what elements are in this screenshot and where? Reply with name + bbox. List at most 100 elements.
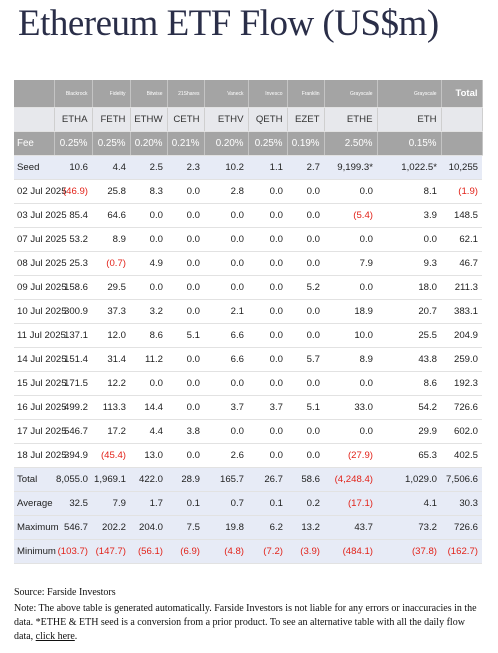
flow-cell: 11.2 [130, 347, 167, 372]
flow-cell: 192.3 [441, 371, 482, 396]
corner-cell [14, 107, 55, 132]
flow-cell: 13.0 [130, 443, 167, 468]
row-label: 10 Jul 2025 [14, 299, 67, 324]
flow-cell: 0.0 [248, 443, 287, 468]
data-row: 10 Jul 2025 300.9 37.3 3.2 0.0 2.1 0.0 0.0 18.9 2… [14, 299, 482, 324]
flow-cell: 0.0 [204, 371, 248, 396]
provider-cell: Grayscale [377, 80, 442, 108]
flow-cell: (147.7) [92, 539, 130, 564]
flow-cell: 1,029.0 [377, 467, 441, 492]
row-label: 03 Jul 2025 [14, 203, 67, 228]
flow-cell: 402.5 [441, 443, 482, 468]
flow-cell: 8.6 [377, 371, 441, 396]
flow-cell: 1,022.5* [377, 155, 441, 180]
flow-cell: 0.0 [167, 179, 204, 204]
flow-cell: (5.4) [324, 203, 377, 228]
provider-cell: Invesco [248, 80, 288, 108]
flow-cell: 0.0 [287, 443, 324, 468]
flow-cell: 0.0 [287, 203, 324, 228]
flow-cell: 43.8 [377, 347, 441, 372]
flow-cell: 10,255 [441, 155, 482, 180]
flow-cell: 0.0 [248, 371, 287, 396]
flow-cell: 9.3 [377, 251, 441, 276]
ticker-cell: ETHE [324, 107, 378, 132]
flow-cell: 0.0 [167, 395, 204, 420]
flow-cell: 546.7 [54, 515, 92, 540]
row-label: Minimum [14, 539, 56, 564]
flow-cell: 151.4 [54, 347, 92, 372]
ticker-cell: ETHW [130, 107, 168, 132]
ticker-cell: ETH [377, 107, 442, 132]
flow-cell: 158.6 [54, 275, 92, 300]
flow-cell: 33.0 [324, 395, 377, 420]
flow-cell: 8.9 [92, 227, 130, 252]
flow-cell: 2.1 [204, 299, 248, 324]
flow-cell: 32.5 [54, 491, 92, 516]
row-label: 17 Jul 2025 [14, 419, 67, 444]
flow-cell: 37.3 [92, 299, 130, 324]
flow-cell: 62.1 [441, 227, 482, 252]
flow-cell: 0.0 [287, 323, 324, 348]
data-row: 02 Jul 2025 (46.9) 25.8 8.3 0.0 2.8 0.0 0.0 0.0 8… [14, 179, 482, 204]
provider-cell: Grayscale [324, 80, 378, 108]
flow-cell: 8,055.0 [54, 467, 92, 492]
flow-cell: 12.2 [92, 371, 130, 396]
flow-cell: 0.0 [167, 299, 204, 324]
flow-cell: 259.0 [441, 347, 482, 372]
flow-cell: 25.3 [54, 251, 92, 276]
flow-cell: 0.0 [248, 347, 287, 372]
flow-cell: (3.9) [287, 539, 324, 564]
flow-cell: 3.8 [167, 419, 204, 444]
flow-cell: 726.6 [441, 395, 482, 420]
row-label: 07 Jul 2025 [14, 227, 67, 252]
flow-cell: 3.7 [248, 395, 287, 420]
flow-cell: 64.6 [92, 203, 130, 228]
flow-cell: 13.2 [287, 515, 324, 540]
data-row: 18 Jul 2025 394.9 (45.4) 13.0 0.0 2.6 0.0 0.0 (2… [14, 443, 482, 468]
data-row: 08 Jul 2025 25.3 (0.7) 4.9 0.0 0.0 0.0 0.0 7.9 9.… [14, 251, 482, 276]
table-body: Blackrock Fidelity Bitwise 21Shares Vaneck In… [14, 80, 483, 564]
flow-cell: 394.9 [54, 443, 92, 468]
flow-cell: 0.0 [130, 275, 167, 300]
ticker-cell: FETH [92, 107, 131, 132]
corner-cell [14, 80, 55, 108]
flow-cell: 0.0 [204, 251, 248, 276]
flow-cell: (162.7) [441, 539, 482, 564]
ticker-cell: ETHV [204, 107, 249, 132]
flow-cell: 0.0 [204, 275, 248, 300]
flow-cell: 0.0 [287, 179, 324, 204]
fee-cell: 0.21% [167, 131, 205, 156]
flow-cell: 6.2 [248, 515, 287, 540]
flow-cell: 5.1 [167, 323, 204, 348]
flow-cell: 46.7 [441, 251, 482, 276]
row-label: Average [14, 491, 54, 516]
data-row: Total 8,055.0 1,969.1 422.0 28.9 165.7 26.7 58.… [14, 467, 482, 492]
flow-cell: 0.0 [248, 227, 287, 252]
flow-cell: 85.4 [54, 203, 92, 228]
flow-cell: 58.6 [287, 467, 324, 492]
row-label: 14 Jul 2025 [14, 347, 67, 372]
flow-cell: 0.0 [287, 251, 324, 276]
flow-cell: 204.9 [441, 323, 482, 348]
data-row: Seed 10.6 4.4 2.5 2.3 10.2 1.1 2.7 9,199.3* 1,022… [14, 155, 482, 180]
flow-cell: 137.1 [54, 323, 92, 348]
flow-cell: 0.0 [248, 203, 287, 228]
flow-cell: 6.6 [204, 323, 248, 348]
flow-cell: 0.0 [248, 179, 287, 204]
flow-cell: 0.0 [377, 227, 441, 252]
row-label: 09 Jul 2025 [14, 275, 67, 300]
fee-cell: 2.50% [324, 131, 378, 156]
ticker-cell: EZET [287, 107, 325, 132]
flow-cell: 8.3 [130, 179, 167, 204]
link[interactable]: click here [35, 631, 75, 642]
flow-cell: 65.3 [377, 443, 441, 468]
flow-cell: 1.7 [130, 491, 167, 516]
flow-cell: 2.5 [130, 155, 167, 180]
flow-cell: (484.1) [324, 539, 377, 564]
flow-cell: 0.0 [324, 419, 377, 444]
row-label: Total [14, 467, 54, 492]
flow-cell: 0.0 [287, 227, 324, 252]
flow-cell: 0.0 [324, 371, 377, 396]
flow-cell: 0.0 [167, 275, 204, 300]
